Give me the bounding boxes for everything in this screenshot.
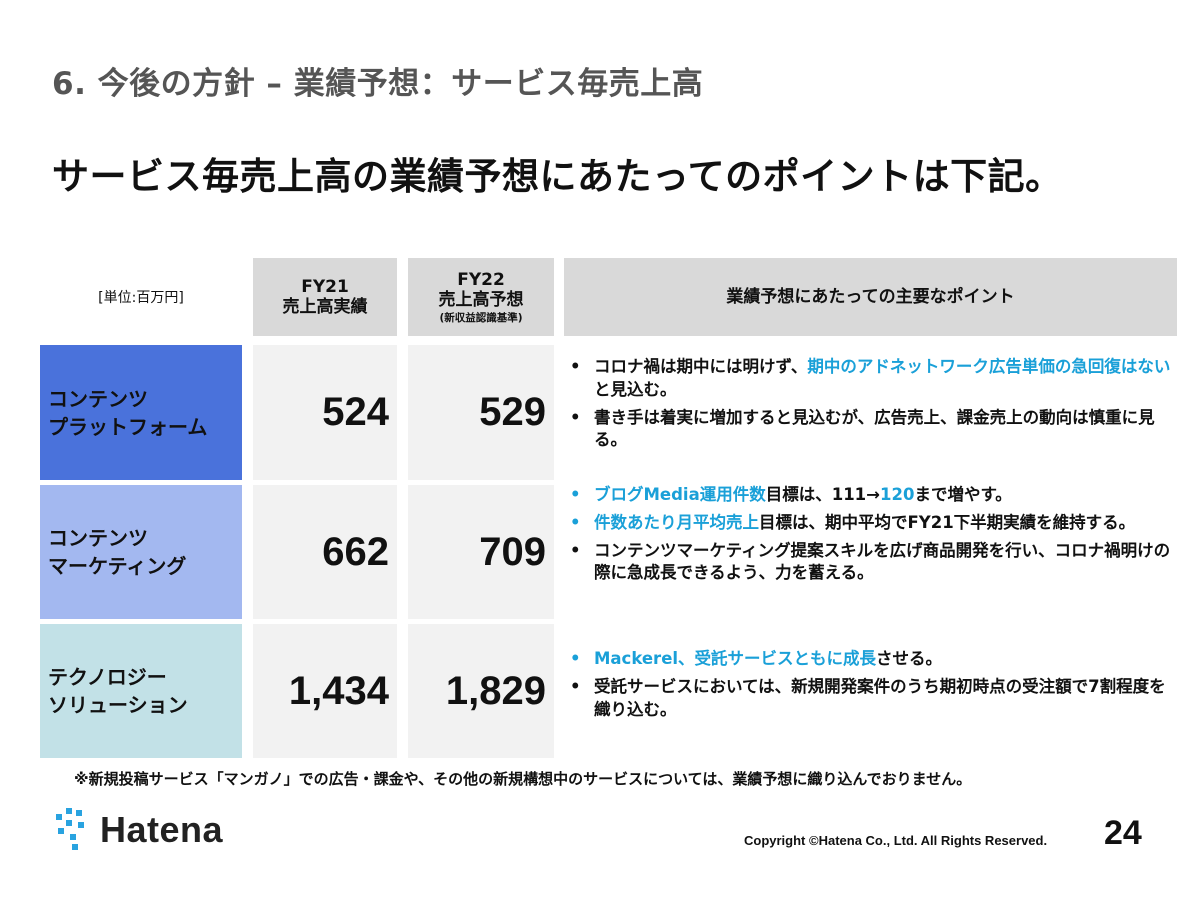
segment-label-line1: コンテンツ	[48, 526, 148, 550]
page-number: 24	[1104, 814, 1142, 852]
header-fy22-year: FY22	[457, 269, 505, 290]
point-item: • 受託サービスにおいては、新規開発案件のうち期初時点の受注額で7割程度を織り込む…	[570, 676, 1166, 719]
point-item: • ブログMedia運用件数目標は、111→120まで増やす。	[570, 485, 1012, 504]
header-fy22-note: (新収益認識基準)	[439, 311, 523, 324]
segment-contents-marketing: コンテンツ マーケティング	[40, 485, 242, 619]
segment-label-line1: テクノロジー	[48, 665, 167, 689]
header-fy22: FY22 売上高予想 (新収益認識基準)	[408, 258, 554, 336]
fy22-value: 529	[408, 345, 554, 480]
hatena-logo: Hatena	[52, 808, 223, 852]
segment-label-line2: プラットフォーム	[48, 414, 208, 439]
fy21-value: 662	[253, 485, 397, 619]
header-fy22-label: 売上高予想	[438, 290, 524, 311]
segment-contents-platform: コンテンツ プラットフォーム	[40, 345, 242, 480]
header-points: 業績予想にあたっての主要なポイント	[564, 258, 1177, 336]
segment-technology-solution: テクノロジー ソリューション	[40, 624, 242, 758]
point-item: • Mackerel、受託サービスともに成長させる。	[570, 649, 943, 668]
copyright: Copyright ©Hatena Co., Ltd. All Rights R…	[744, 833, 1048, 848]
fy22-value: 1,829	[408, 624, 554, 758]
points-list-contents-marketing: • ブログMedia運用件数目標は、111→120まで増やす。 • 件数あたり月平均…	[566, 484, 1178, 590]
header-fy21: FY21 売上高実績	[253, 258, 397, 336]
point-item: • 件数あたり月平均売上目標は、期中平均でFY21下半期実績を維持する。	[570, 512, 1136, 532]
points-list-contents-platform: • コロナ禍は期中には明けず、期中のアドネットワーク広告単価の急回復はないと見込む…	[566, 356, 1178, 457]
logo-text: Hatena	[100, 809, 224, 850]
hatena-logo-icon	[56, 808, 84, 850]
segment-label-line2: マーケティング	[48, 554, 187, 578]
section-title: 6. 今後の方針 – 業績予想：サービス毎売上高	[52, 66, 704, 102]
header-points-label: 業績予想にあたっての主要なポイント	[726, 286, 1015, 307]
header-fy21-label: 売上高実績	[282, 297, 368, 317]
segment-label-line1: コンテンツ	[48, 386, 148, 411]
points-list-technology-solution: • Mackerel、受託サービスともに成長させる。 • 受託サービスにおいては、新…	[566, 648, 1178, 726]
fy21-value: 524	[253, 345, 397, 480]
header-fy21-year: FY21	[301, 276, 349, 297]
headline: サービス毎売上高の業績予想にあたってのポイントは下記。	[52, 155, 1063, 198]
footnote: ※新規投稿サービス「マンガノ」での広告・課金や、その他の新規構想中のサービスにつ…	[74, 770, 972, 788]
point-item: • コンテンツマーケティング提案スキルを広げ商品開発を行い、コロナ禍明けの際に急成…	[570, 540, 1171, 583]
segment-label-line2: ソリューション	[48, 693, 188, 717]
point-item: • 書き手は着実に増加すると見込むが、広告売上、課金売上の動向は慎重に見る。	[570, 407, 1155, 450]
fy22-value: 709	[408, 485, 554, 619]
point-item: • コロナ禍は期中には明けず、期中のアドネットワーク広告単価の急回復はないと見込む…	[570, 357, 1171, 399]
fy21-value: 1,434	[253, 624, 397, 758]
unit-label: [単位:百万円]	[98, 290, 184, 306]
